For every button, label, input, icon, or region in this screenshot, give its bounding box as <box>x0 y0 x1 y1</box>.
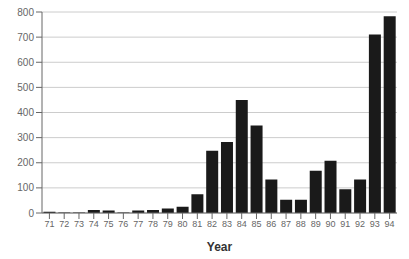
svg-text:600: 600 <box>17 57 34 68</box>
svg-text:85: 85 <box>251 219 261 229</box>
svg-text:86: 86 <box>266 219 276 229</box>
svg-text:79: 79 <box>163 219 173 229</box>
svg-text:84: 84 <box>237 219 247 229</box>
svg-text:300: 300 <box>17 132 34 143</box>
svg-text:73: 73 <box>74 219 84 229</box>
svg-text:88: 88 <box>296 219 306 229</box>
svg-text:80: 80 <box>178 219 188 229</box>
svg-text:71: 71 <box>44 219 54 229</box>
svg-text:77: 77 <box>133 219 143 229</box>
svg-text:93: 93 <box>370 219 380 229</box>
svg-text:400: 400 <box>17 107 34 118</box>
svg-text:200: 200 <box>17 157 34 168</box>
svg-text:94: 94 <box>385 219 395 229</box>
svg-text:78: 78 <box>148 219 158 229</box>
svg-text:87: 87 <box>281 219 291 229</box>
svg-text:89: 89 <box>311 219 321 229</box>
svg-text:81: 81 <box>192 219 202 229</box>
svg-text:500: 500 <box>17 82 34 93</box>
svg-text:74: 74 <box>89 219 99 229</box>
svg-text:100: 100 <box>17 182 34 193</box>
svg-text:92: 92 <box>355 219 365 229</box>
svg-text:91: 91 <box>340 219 350 229</box>
svg-text:72: 72 <box>59 219 69 229</box>
svg-text:83: 83 <box>222 219 232 229</box>
svg-text:700: 700 <box>17 32 34 43</box>
svg-text:90: 90 <box>325 219 335 229</box>
svg-text:82: 82 <box>207 219 217 229</box>
svg-text:800: 800 <box>17 7 34 18</box>
svg-text:0: 0 <box>28 208 34 219</box>
svg-text:76: 76 <box>118 219 128 229</box>
svg-text:75: 75 <box>104 219 114 229</box>
svg-text:Year: Year <box>207 240 233 254</box>
